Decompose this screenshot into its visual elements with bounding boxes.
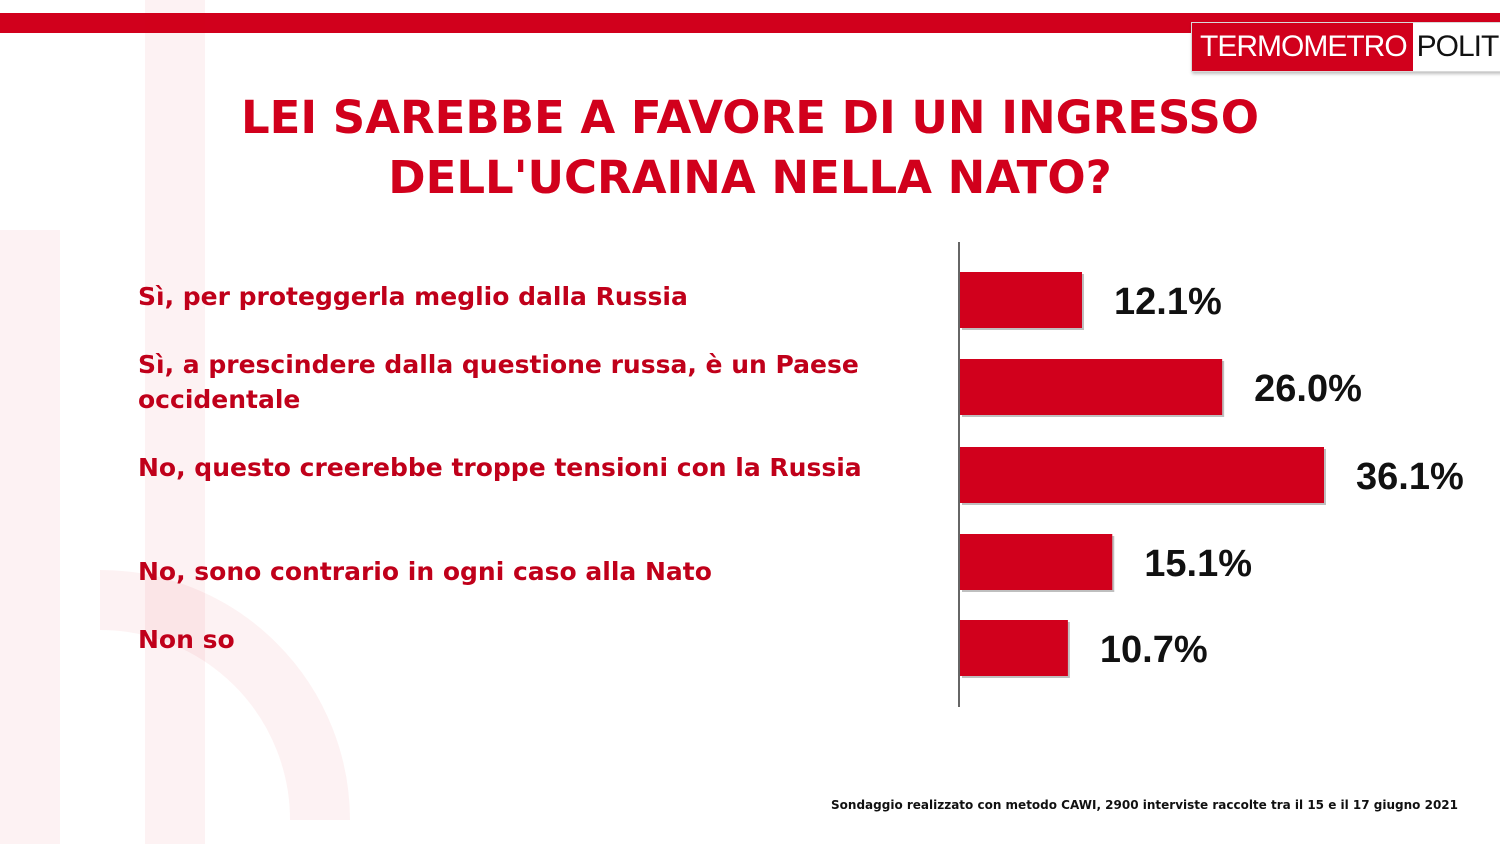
category-label: Sì, a prescindere dalla questione russa,… [138,350,859,414]
data-label: 36.1% [1356,456,1464,498]
top-accent-bar [0,13,1500,33]
category-label: Sì, per proteggerla meglio dalla Russia [138,282,688,311]
bar [960,272,1083,328]
category-label: No, sono contrario in ogni caso alla Nat… [138,557,712,586]
data-label: 15.1% [1144,543,1252,585]
category-label: No, questo creerebbe troppe tensioni con… [138,453,862,482]
logo-text-termometro: TERMOMETRO [1192,23,1413,71]
category-label: Non so [138,625,235,654]
bar [960,447,1324,503]
bar [960,620,1068,676]
title-line-2: DELL'UCRAINA NELLA NATO? [388,151,1112,204]
title-line-1: LEI SAREBBE A FAVORE DI UN INGRESSO [240,91,1260,144]
footnote: Sondaggio realizzato con metodo CAWI, 29… [831,798,1458,812]
bar [960,359,1223,415]
chart-title: LEI SAREBBE A FAVORE DI UN INGRESSO DELL… [150,88,1350,208]
bar [960,534,1113,590]
data-label: 10.7% [1100,629,1208,671]
data-label: 26.0% [1254,368,1362,410]
brand-logo: TERMOMETRO POLITICO [1191,22,1500,72]
data-label: 12.1% [1114,281,1222,323]
logo-text-politico: POLITICO [1412,23,1500,71]
